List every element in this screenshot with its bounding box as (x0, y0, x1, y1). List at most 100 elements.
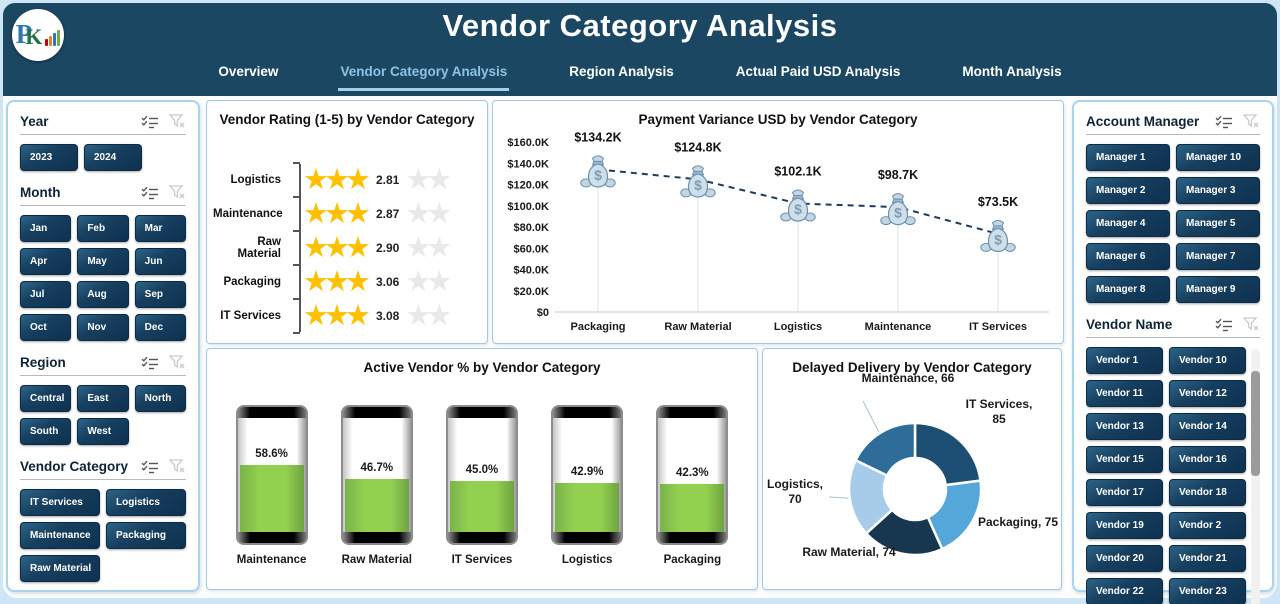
vendor-category-option[interactable]: IT Services (20, 489, 100, 516)
battery-gauge: 46.7% (340, 405, 413, 545)
month-option[interactable]: Jul (20, 281, 72, 308)
clear-filter-icon[interactable] (169, 355, 186, 370)
account-manager-option[interactable]: Manager 4 (1086, 210, 1170, 237)
battery-item: 42.3% Packaging (656, 405, 729, 566)
clear-filter-icon[interactable] (1243, 317, 1260, 332)
region-option[interactable]: Central (20, 385, 72, 412)
vendor-name-option[interactable]: Vendor 15 (1086, 446, 1163, 473)
account-manager-option[interactable]: Manager 2 (1086, 177, 1170, 204)
vendor-name-option[interactable]: Vendor 14 (1169, 413, 1246, 440)
clear-filter-icon[interactable] (169, 114, 186, 129)
vendor-category-option[interactable]: Logistics (106, 489, 186, 516)
multi-select-icon[interactable] (1215, 115, 1233, 129)
donut-slice (854, 421, 917, 477)
vendor-name-option[interactable]: Vendor 16 (1169, 446, 1246, 473)
gold-stars-icon: ★★★ (303, 299, 371, 332)
tab-actual-paid-usd-analysis[interactable]: Actual Paid USD Analysis (734, 60, 903, 91)
account-manager-option[interactable]: Manager 7 (1176, 243, 1260, 270)
scrollbar-track[interactable] (1251, 349, 1260, 604)
chart-title: Vendor Rating (1-5) by Vendor Category (219, 112, 475, 127)
account-manager-option[interactable]: Manager 6 (1086, 243, 1170, 270)
donut-slice-label: Packaging, 75 (977, 515, 1059, 529)
month-option[interactable]: Jan (20, 215, 72, 242)
vendor-name-option[interactable]: Vendor 1 (1086, 347, 1163, 374)
vendor-name-option[interactable]: Vendor 12 (1169, 380, 1246, 407)
vendor-name-option[interactable]: Vendor 17 (1086, 479, 1163, 506)
divider (1086, 337, 1260, 338)
region-option[interactable]: East (77, 385, 129, 412)
vendor-name-option[interactable]: Vendor 20 (1086, 545, 1163, 572)
donut-slice (913, 421, 982, 487)
gray-stars-icon: ★★ (405, 299, 452, 332)
month-option[interactable]: Feb (77, 215, 129, 242)
payment-variance-chart: Payment Variance USD by Vendor Category … (492, 100, 1064, 344)
clear-filter-icon[interactable] (169, 185, 186, 200)
tab-overview[interactable]: Overview (216, 60, 280, 91)
vendor-name-option[interactable]: Vendor 22 (1086, 578, 1163, 604)
star-rating: ★★★ 2.90 ★★ (303, 233, 452, 263)
account-manager-option[interactable]: Manager 10 (1176, 144, 1260, 171)
vendor-category-option[interactable]: Maintenance (20, 522, 100, 549)
account-manager-option[interactable]: Manager 3 (1176, 177, 1260, 204)
month-option[interactable]: Mar (134, 215, 186, 242)
vendor-name-option[interactable]: Vendor 10 (1169, 347, 1246, 374)
vendor-name-option[interactable]: Vendor 23 (1169, 578, 1246, 604)
divider (1086, 134, 1260, 135)
region-option[interactable]: West (77, 418, 129, 445)
vendor-category-option[interactable]: Raw Material (20, 555, 100, 582)
multi-select-icon[interactable] (1215, 318, 1233, 332)
y-tick-label: $120.0K (507, 180, 549, 192)
nav-tabs: Overview Vendor Category Analysis Region A… (3, 60, 1277, 91)
rating-value: 2.81 (376, 173, 400, 187)
axis-tick (293, 162, 300, 164)
donut-plot (763, 349, 1063, 596)
multi-select-icon[interactable] (141, 460, 159, 474)
month-option[interactable]: Aug (77, 281, 129, 308)
scrollbar-thumb[interactable] (1251, 371, 1260, 476)
month-option[interactable]: May (77, 248, 129, 275)
month-option[interactable]: Oct (20, 314, 72, 341)
month-option[interactable]: Sep (134, 281, 186, 308)
clear-filter-icon[interactable] (1243, 114, 1260, 129)
money-bag-icon (880, 193, 916, 226)
variance-plot: $ $160.0K $140.0K $120.0K $100.0K $80.0K $60.… (493, 101, 1065, 350)
x-category-label: Maintenance (865, 321, 932, 333)
account-manager-option[interactable]: Manager 1 (1086, 144, 1170, 171)
account-manager-option[interactable]: Manager 5 (1176, 210, 1260, 237)
month-option[interactable]: Nov (77, 314, 129, 341)
battery-value-label: 45.0% (465, 464, 499, 476)
account-manager-option[interactable]: Manager 8 (1086, 276, 1170, 303)
tab-region-analysis[interactable]: Region Analysis (567, 60, 676, 91)
rating-category-label: Packaging (223, 276, 281, 288)
region-option[interactable]: South (20, 418, 72, 445)
tab-vendor-category-analysis[interactable]: Vendor Category Analysis (338, 60, 510, 91)
battery-value-label: 42.9% (570, 466, 604, 478)
vendor-name-option[interactable]: Vendor 11 (1086, 380, 1163, 407)
month-option[interactable]: Dec (134, 314, 186, 341)
clear-filter-icon[interactable] (169, 459, 186, 474)
multi-select-icon[interactable] (141, 186, 159, 200)
year-option[interactable]: 2024 (84, 144, 142, 171)
data-label: $134.2K (574, 130, 621, 144)
year-option[interactable]: 2023 (20, 144, 78, 171)
x-category-label: IT Services (969, 321, 1027, 333)
multi-select-icon[interactable] (141, 115, 159, 129)
account-manager-option[interactable]: Manager 9 (1176, 276, 1260, 303)
battery-cap (658, 407, 727, 418)
month-option[interactable]: Jun (134, 248, 186, 275)
y-tick-label: $60.0K (514, 243, 550, 255)
vendor-category-slicer-title: Vendor Category (20, 459, 129, 474)
vendor-category-option[interactable]: Packaging (106, 522, 186, 549)
vendor-name-option[interactable]: Vendor 2 (1169, 512, 1246, 539)
battery-category-label: Maintenance (236, 554, 307, 566)
vendor-name-option[interactable]: Vendor 21 (1169, 545, 1246, 572)
vendor-name-option[interactable]: Vendor 13 (1086, 413, 1163, 440)
tab-month-analysis[interactable]: Month Analysis (960, 60, 1063, 91)
vendor-name-option[interactable]: Vendor 18 (1169, 479, 1246, 506)
vendor-name-option[interactable]: Vendor 19 (1086, 512, 1163, 539)
month-option[interactable]: Apr (20, 248, 72, 275)
logo-letter: P (15, 19, 33, 50)
multi-select-icon[interactable] (141, 356, 159, 370)
region-option[interactable]: North (134, 385, 186, 412)
